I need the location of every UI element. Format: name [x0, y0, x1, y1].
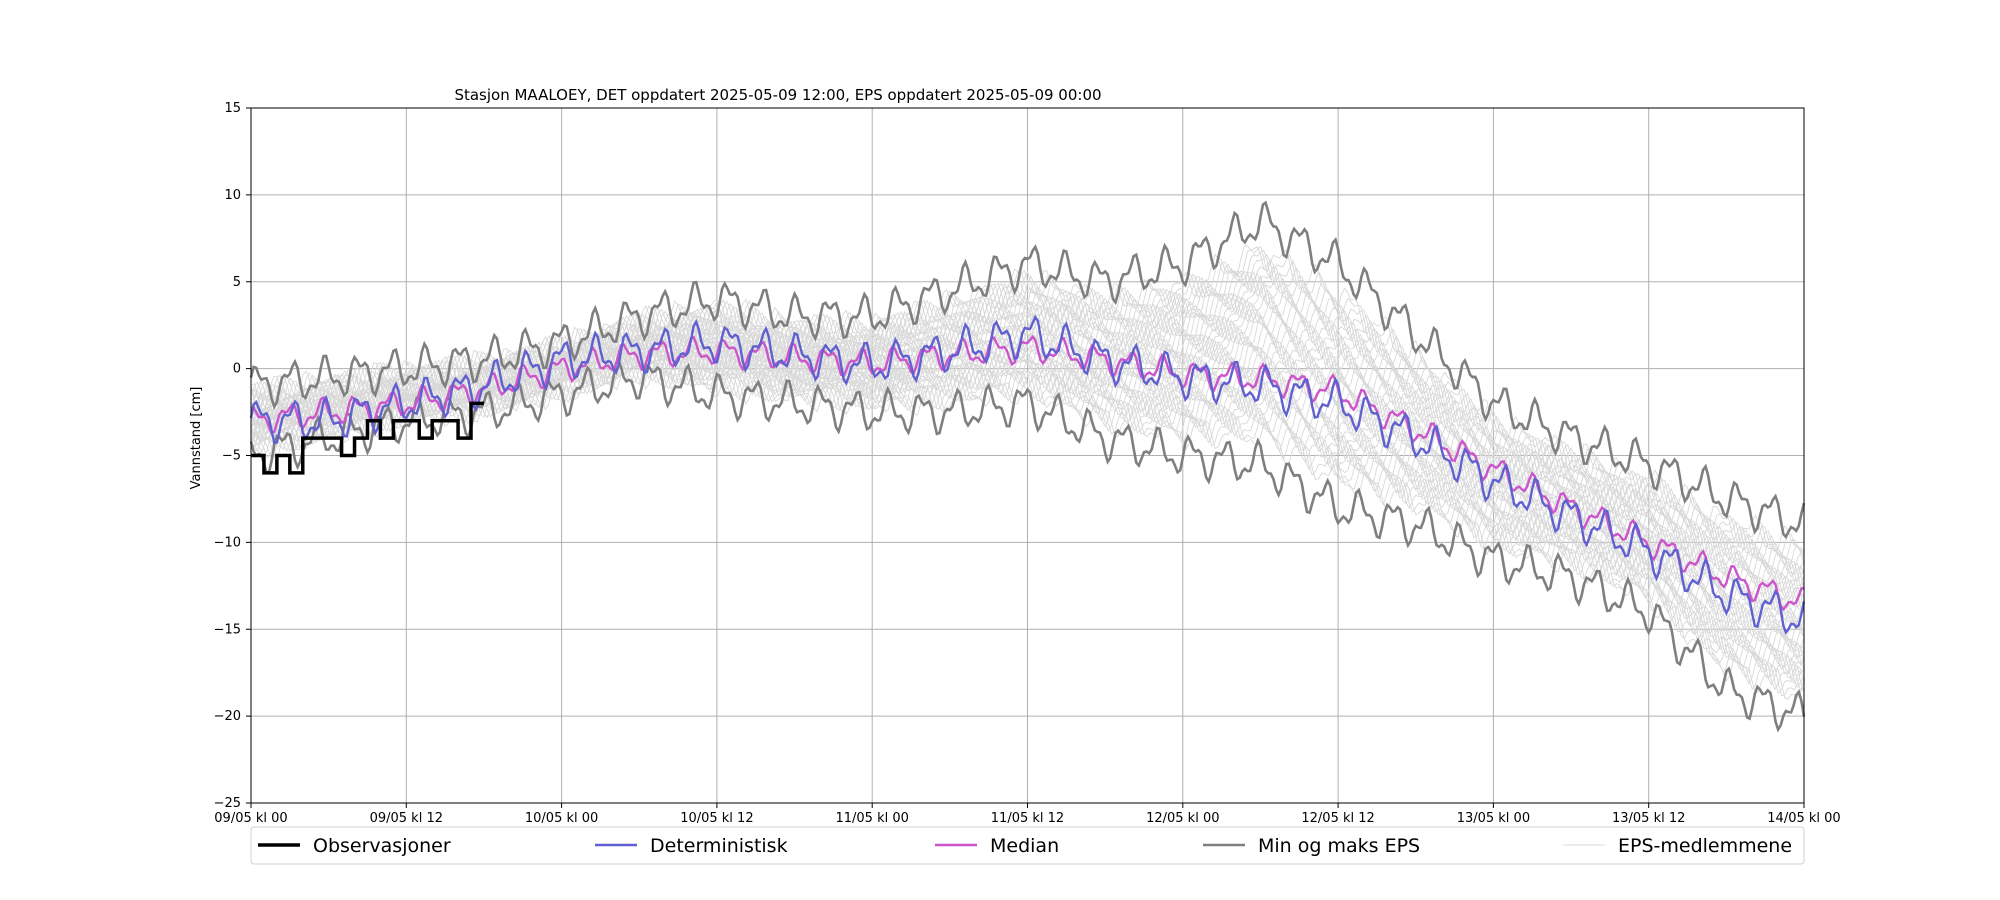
deterministic-line [249, 314, 1806, 635]
y-tick-label: 5 [233, 275, 241, 290]
y-tick-label: −25 [214, 796, 241, 811]
x-tick-label: 10/05 kl 00 [525, 811, 598, 826]
y-axis-label: Vannstand [cm] [189, 387, 204, 490]
legend: Observasjoner Deterministisk Median Min og … [250, 826, 1805, 865]
x-tick-label: 10/05 kl 12 [680, 811, 753, 826]
x-tick-label: 12/05 kl 12 [1301, 811, 1374, 826]
eps-member-line [250, 259, 1805, 579]
eps-member-line [250, 355, 1805, 697]
eps-member-line [250, 272, 1805, 590]
x-tick-labels: 09/05 kl 00 09/05 kl 12 10/05 kl 00 10/05 k… [214, 803, 1841, 826]
legend-entry: Observasjoner [313, 835, 451, 857]
eps-member-line [250, 249, 1805, 566]
eps-member-line [250, 253, 1805, 573]
y-tick-labels: 15 10 5 0 −5 −10 −15 −20 −25 [214, 101, 251, 811]
eps-member-line [250, 354, 1805, 693]
legend-entry: Deterministisk [650, 835, 788, 857]
eps-members-layer [250, 245, 1805, 700]
series-layer [249, 200, 1806, 733]
eps-member-line [250, 245, 1805, 565]
x-tick-label: 12/05 kl 00 [1146, 811, 1219, 826]
y-tick-label: −10 [214, 535, 241, 550]
x-tick-label: 11/05 kl 00 [835, 811, 908, 826]
x-tick-label: 09/05 kl 00 [214, 811, 287, 826]
y-tick-label: −5 [222, 449, 241, 464]
eps-member-line [250, 345, 1805, 675]
y-tick-label: 0 [233, 362, 241, 377]
x-tick-label: 11/05 kl 12 [991, 811, 1064, 826]
legend-box [250, 826, 1805, 865]
x-tick-label: 09/05 kl 12 [370, 811, 443, 826]
eps-max-line [249, 200, 1806, 540]
eps-member-line [250, 245, 1805, 558]
eps-member-line [250, 265, 1805, 583]
median-line [250, 334, 1805, 612]
y-tick-label: −20 [214, 709, 241, 724]
x-tick-label: 13/05 kl 00 [1457, 811, 1530, 826]
eps-member-line [250, 344, 1805, 679]
y-tick-label: 15 [224, 101, 241, 116]
chart-title: Stasjon MAALOEY, DET oppdatert 2025-05-0… [454, 86, 1101, 104]
x-tick-label: 14/05 kl 00 [1767, 811, 1840, 826]
legend-entry: EPS-medlemmene [1618, 835, 1792, 857]
observations-line [251, 401, 484, 475]
y-tick-label: −15 [214, 622, 241, 637]
legend-entry: Median [990, 835, 1059, 857]
eps-member-line [250, 355, 1805, 694]
y-tick-label: 10 [224, 188, 241, 203]
eps-min-line [249, 356, 1806, 733]
x-tick-label: 13/05 kl 12 [1612, 811, 1685, 826]
legend-entry: Min og maks EPS [1258, 835, 1420, 857]
eps-member-line [250, 336, 1805, 667]
